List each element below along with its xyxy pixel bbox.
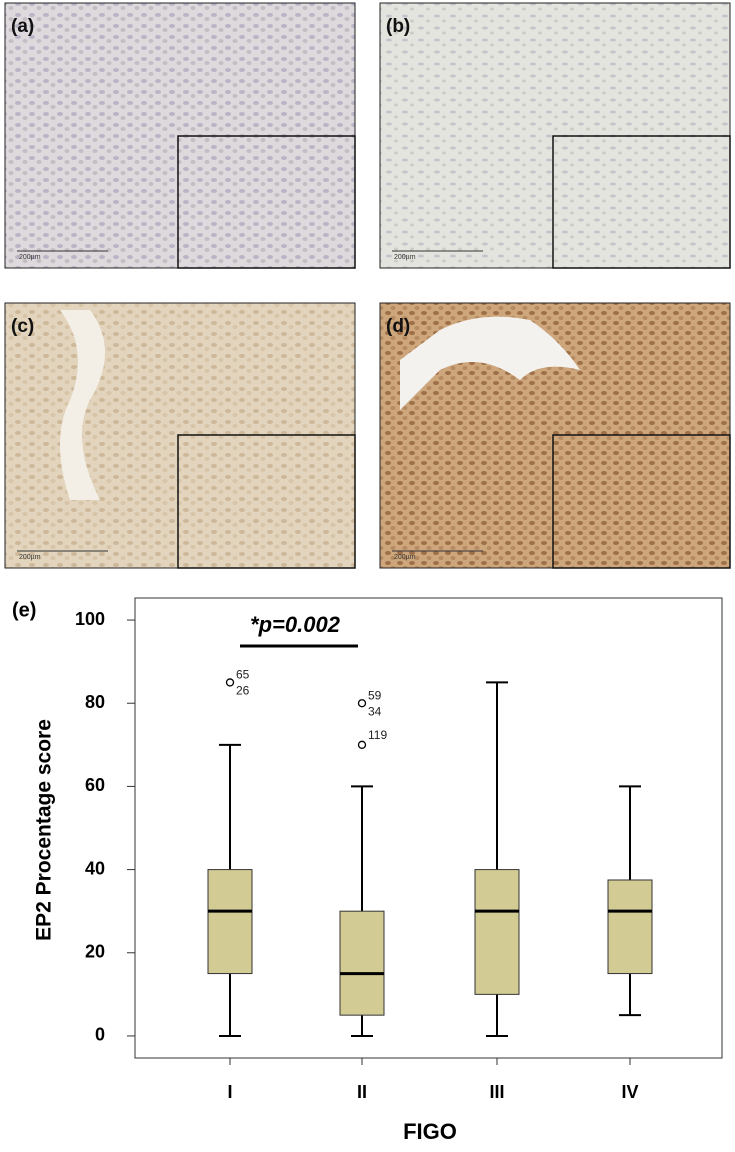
scale-label: 200µm	[394, 254, 416, 261]
x-tick-label: II	[357, 1082, 367, 1102]
box	[207, 869, 253, 975]
scale-label: 200µm	[19, 554, 41, 561]
scale-label: 200µm	[394, 554, 416, 561]
box	[607, 879, 653, 975]
inset	[552, 434, 731, 569]
inset	[552, 135, 731, 269]
outlier-label: 26	[236, 684, 250, 698]
panel-labels: (a) 200µm (b) 200µm (c) 200µm (d) 200µm	[11, 16, 483, 561]
outlier	[357, 699, 367, 708]
scale-label: 200µm	[19, 254, 41, 261]
annotation: *p=0.002	[250, 612, 341, 637]
outlier-label: 65	[236, 668, 250, 682]
inset	[177, 434, 356, 569]
y-tick-label: 60	[85, 775, 105, 795]
x-tick-label: IV	[621, 1082, 638, 1102]
outlier	[225, 678, 235, 687]
inset	[177, 135, 356, 269]
panel-label: (e)	[12, 599, 36, 621]
micrographs	[4, 2, 731, 569]
y-tick-label: 20	[85, 942, 105, 962]
lumen	[400, 316, 580, 410]
outlier-label: 119	[368, 728, 387, 742]
outlier-label: 59	[368, 688, 382, 702]
panel-label: (d)	[386, 316, 410, 337]
x-tick-label: III	[489, 1082, 504, 1102]
y-tick-label: 80	[85, 692, 105, 712]
y-tick-label: 40	[85, 858, 105, 878]
box	[339, 910, 385, 1016]
x-axis-label: FIGO	[403, 1119, 457, 1144]
y-axis-label: EP2 Procentage score	[33, 719, 56, 941]
panel-label: (a)	[11, 16, 34, 37]
outlier-label: 34	[368, 704, 382, 718]
outlier	[357, 740, 367, 749]
panel-label: (b)	[386, 16, 410, 37]
plot-frame	[134, 597, 723, 1059]
box	[474, 869, 520, 995]
lumen	[60, 310, 105, 500]
y-tick-label: 0	[95, 1025, 105, 1045]
panel-label: (c)	[11, 316, 34, 337]
y-tick-label: 100	[75, 609, 105, 629]
x-tick-label: I	[227, 1082, 232, 1102]
